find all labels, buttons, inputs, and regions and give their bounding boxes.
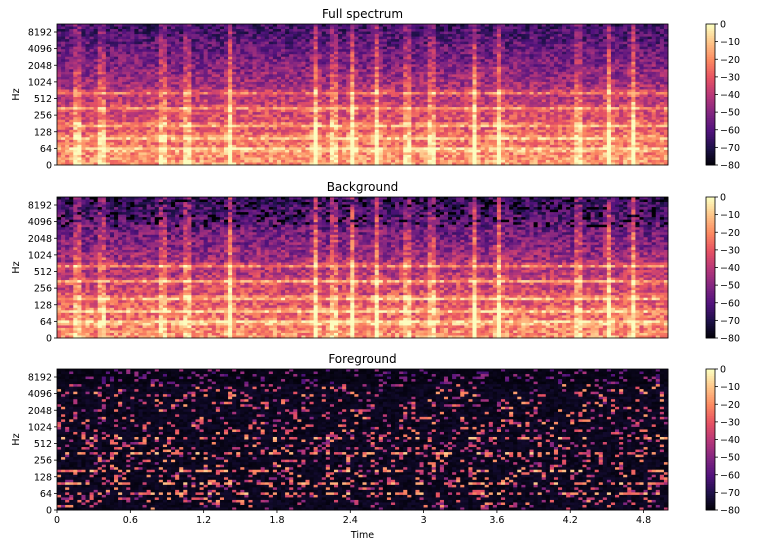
- y-tick-label: 0: [46, 161, 52, 172]
- y-axis-label: Hz: [11, 433, 22, 445]
- colorbar-tick-label: 0: [720, 365, 726, 376]
- colorbar-tick-label: −40: [720, 435, 740, 446]
- colorbar-tick-label: −60: [720, 298, 740, 309]
- panel-background: Background 0 64 128 256 512 1024 2048 4096 8192 Hz…: [11, 180, 740, 345]
- y-tick-label: 64: [40, 317, 52, 328]
- plot-frame: [56, 368, 669, 511]
- y-tick-label: 128: [34, 472, 52, 483]
- y-tick-label: 8192: [28, 201, 52, 212]
- y-tick-label: 8192: [28, 28, 52, 39]
- panel-foreground: Foreground 0 64 128 256 512 1024 2048 4096 8192 Hz…: [11, 352, 740, 541]
- colorbar-tick-label: 0: [720, 20, 726, 31]
- y-tick-label: 1024: [28, 77, 52, 88]
- panel-title: Full spectrum: [322, 7, 403, 21]
- colorbar-tick-label: −60: [720, 125, 740, 136]
- colorbar-tick-label: −30: [720, 417, 740, 428]
- x-tick-label: 1.8: [269, 515, 284, 526]
- y-tick-label: 2048: [28, 406, 52, 417]
- y-tick-label: 512: [34, 267, 52, 278]
- x-tick-label: 1.2: [196, 515, 211, 526]
- heatmap-foreground: [57, 369, 669, 511]
- colorbar-tick-label: −20: [720, 400, 740, 411]
- colorbar-tick-label: −80: [720, 334, 740, 345]
- colorbar-tick-label: −20: [720, 55, 740, 66]
- y-tick-label: 512: [34, 94, 52, 105]
- x-tick-label: 0: [54, 515, 60, 526]
- panel-full-spectrum: Full spectrum 0 64 128 256 512 1024 2048 4096 819…: [11, 7, 740, 172]
- y-tick-label: 64: [40, 144, 52, 155]
- colorbar-tick-label: −10: [720, 37, 740, 48]
- colorbar-tick-label: −40: [720, 263, 740, 274]
- panel-title: Foreground: [328, 352, 396, 366]
- colorbar-tick-label: −30: [720, 245, 740, 256]
- colorbar-tick-label: −50: [720, 281, 740, 292]
- y-tick-label: 1024: [28, 250, 52, 261]
- plot-frame: [56, 23, 669, 166]
- colorbar-tick-label: −80: [720, 506, 740, 517]
- colorbar-tick-label: −70: [720, 316, 740, 327]
- x-axis-label: Time: [350, 530, 374, 541]
- colorbar-tick-label: −70: [720, 488, 740, 499]
- y-tick-label: 0: [46, 506, 52, 517]
- y-tick-label: 4096: [28, 44, 52, 55]
- colorbar-tick-label: −20: [720, 228, 740, 239]
- y-tick-label: 4096: [28, 389, 52, 400]
- y-tick-label: 256: [34, 284, 52, 295]
- plot-frame: [56, 196, 669, 339]
- colorbar: 0 −10 −20 −30 −40 −50 −60 −70 −80: [705, 365, 740, 517]
- heatmap-background: [57, 197, 669, 339]
- colorbar-tick-label: −70: [720, 143, 740, 154]
- colorbar-tick-label: −50: [720, 108, 740, 119]
- y-tick-label: 2048: [28, 61, 52, 72]
- colorbar-tick-label: −50: [720, 453, 740, 464]
- y-tick-label: 128: [34, 127, 52, 138]
- x-tick-label: 2.4: [343, 515, 358, 526]
- y-tick-label: 8192: [28, 373, 52, 384]
- y-tick-label: 2048: [28, 234, 52, 245]
- colorbar-tick-label: −40: [720, 90, 740, 101]
- panel-title: Background: [327, 180, 399, 194]
- colorbar-tick-label: 0: [720, 193, 726, 204]
- y-tick-label: 512: [34, 439, 52, 450]
- x-tick-label: 3.6: [489, 515, 504, 526]
- colorbar-tick-label: −10: [720, 210, 740, 221]
- heatmap-full-spectrum: [57, 24, 669, 166]
- y-tick-label: 256: [34, 111, 52, 122]
- y-tick-label: 256: [34, 456, 52, 467]
- colorbar-tick-label: −80: [720, 161, 740, 172]
- y-tick-label: 1024: [28, 422, 52, 433]
- y-axis-label: Hz: [11, 261, 22, 273]
- colorbar: 0 −10 −20 −30 −40 −50 −60 −70 −80: [705, 20, 740, 172]
- colorbar: 0 −10 −20 −30 −40 −50 −60 −70 −80: [705, 193, 740, 345]
- x-tick-label: 4.8: [636, 515, 651, 526]
- x-tick-label: 0.6: [123, 515, 138, 526]
- colorbar-tick-label: −60: [720, 470, 740, 481]
- colorbar-tick-label: −10: [720, 382, 740, 393]
- x-tick-label: 4.2: [563, 515, 578, 526]
- y-tick-label: 4096: [28, 217, 52, 228]
- colorbar-tick-label: −30: [720, 72, 740, 83]
- y-tick-label: 128: [34, 300, 52, 311]
- y-axis-label: Hz: [11, 88, 22, 100]
- y-tick-label: 0: [46, 334, 52, 345]
- x-tick-label: 3: [421, 515, 427, 526]
- y-tick-label: 64: [40, 489, 52, 500]
